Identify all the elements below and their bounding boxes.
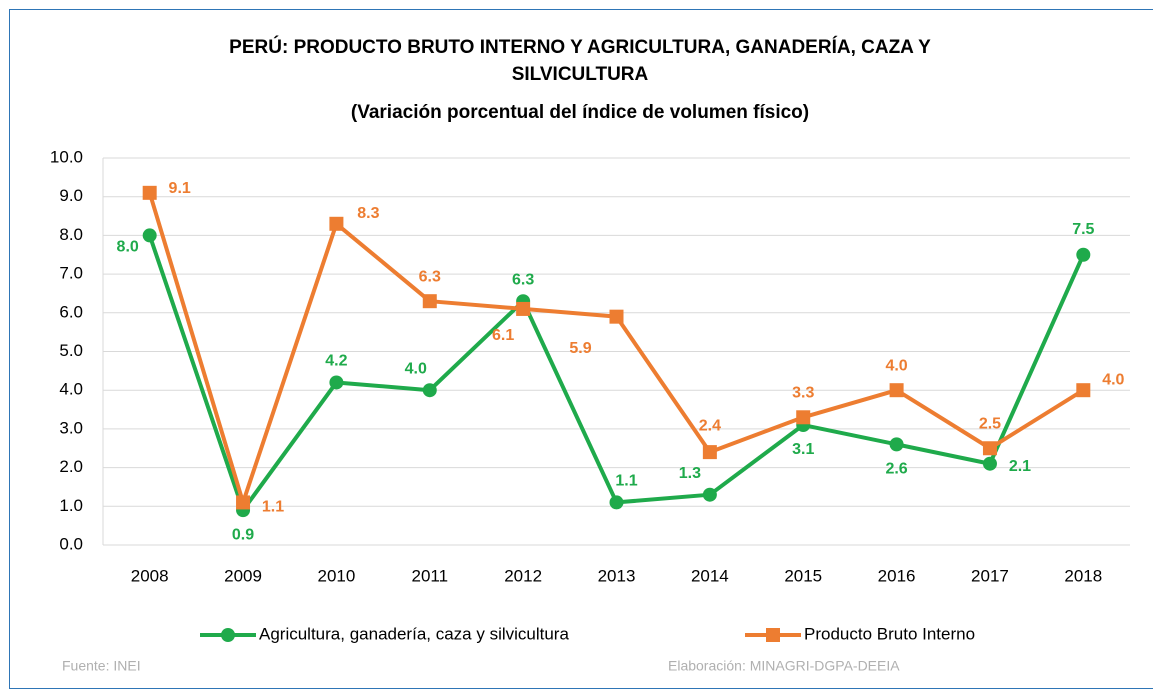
- marker: [1076, 383, 1091, 398]
- marker: [142, 185, 157, 200]
- y-tick-label: 6.0: [59, 302, 83, 321]
- x-tick-label: 2011: [411, 566, 448, 585]
- marker: [609, 495, 624, 510]
- marker: [609, 309, 624, 324]
- chart-title: PERÚ: PRODUCTO BRUTO INTERNO Y AGRICULTU…: [229, 37, 931, 85]
- x-tick-label: 2018: [1064, 566, 1102, 585]
- marker: [982, 456, 997, 471]
- marker: [889, 437, 904, 452]
- marker: [329, 216, 344, 231]
- legend-label: Agricultura, ganadería, caza y silvicult…: [259, 624, 569, 643]
- marker: [516, 301, 531, 316]
- credit: Elaboración: MINAGRI-DGPA-DEEIA: [668, 658, 900, 674]
- data-label: 9.1: [169, 180, 191, 197]
- y-tick-label: 10.0: [50, 147, 83, 166]
- data-label: 7.5: [1072, 221, 1094, 238]
- marker: [142, 228, 157, 243]
- data-label: 5.9: [569, 340, 591, 357]
- x-tick-label: 2017: [971, 566, 1009, 585]
- data-label: 4.0: [885, 357, 907, 374]
- marker: [422, 294, 437, 309]
- data-label: 8.0: [117, 239, 139, 256]
- data-label: 2.1: [1009, 458, 1031, 475]
- x-tick-label: 2009: [224, 566, 262, 585]
- y-tick-label: 0.0: [59, 534, 83, 553]
- y-tick-label: 1.0: [59, 496, 83, 515]
- y-tick-label: 9.0: [59, 186, 83, 205]
- data-label: 4.0: [1102, 371, 1124, 388]
- data-label: 1.1: [615, 473, 637, 490]
- data-label: 3.3: [792, 385, 814, 402]
- marker: [1076, 247, 1091, 262]
- x-tick-label: 2012: [504, 566, 542, 585]
- marker: [422, 383, 437, 398]
- marker: [982, 441, 997, 456]
- legend-marker: [221, 628, 235, 642]
- x-tick-label: 2013: [598, 566, 636, 585]
- series-line: [147, 234, 1086, 513]
- data-label: 6.3: [419, 268, 441, 285]
- marker: [236, 495, 251, 510]
- data-label: 6.3: [512, 271, 534, 288]
- data-label: 4.2: [325, 353, 347, 370]
- data-label: 2.4: [699, 417, 721, 434]
- x-tick-label: 2014: [691, 566, 729, 585]
- legend-marker: [766, 628, 780, 642]
- source: Fuente: INEI: [62, 658, 141, 674]
- y-tick-label: 7.0: [59, 264, 83, 283]
- x-tick-label: 2015: [784, 566, 822, 585]
- data-label: 8.3: [357, 205, 379, 222]
- x-tick-label: 2016: [878, 566, 916, 585]
- y-tick-label: 2.0: [59, 457, 83, 476]
- x-tick-label: 2010: [317, 566, 355, 585]
- marker: [702, 487, 717, 502]
- chart-subtitle: (Variación porcentual del índice de volu…: [350, 102, 810, 123]
- data-label: 1.1: [262, 499, 284, 516]
- data-label: 2.5: [979, 415, 1001, 432]
- data-label: 6.1: [492, 327, 514, 344]
- marker: [329, 375, 344, 390]
- y-tick-label: 5.0: [59, 341, 83, 360]
- y-tick-label: 8.0: [59, 225, 83, 244]
- legend-label: Producto Bruto Interno: [804, 624, 975, 643]
- marker: [796, 410, 811, 425]
- y-tick-label: 4.0: [59, 380, 83, 399]
- y-tick-label: 3.0: [59, 418, 83, 437]
- data-label: 4.0: [405, 360, 427, 377]
- marker: [889, 383, 904, 398]
- data-label: 2.6: [885, 461, 907, 478]
- data-label: 3.1: [792, 441, 814, 458]
- x-tick-label: 2008: [131, 566, 169, 585]
- marker: [702, 445, 717, 460]
- data-label: 0.9: [232, 526, 254, 543]
- data-label: 1.3: [679, 465, 701, 482]
